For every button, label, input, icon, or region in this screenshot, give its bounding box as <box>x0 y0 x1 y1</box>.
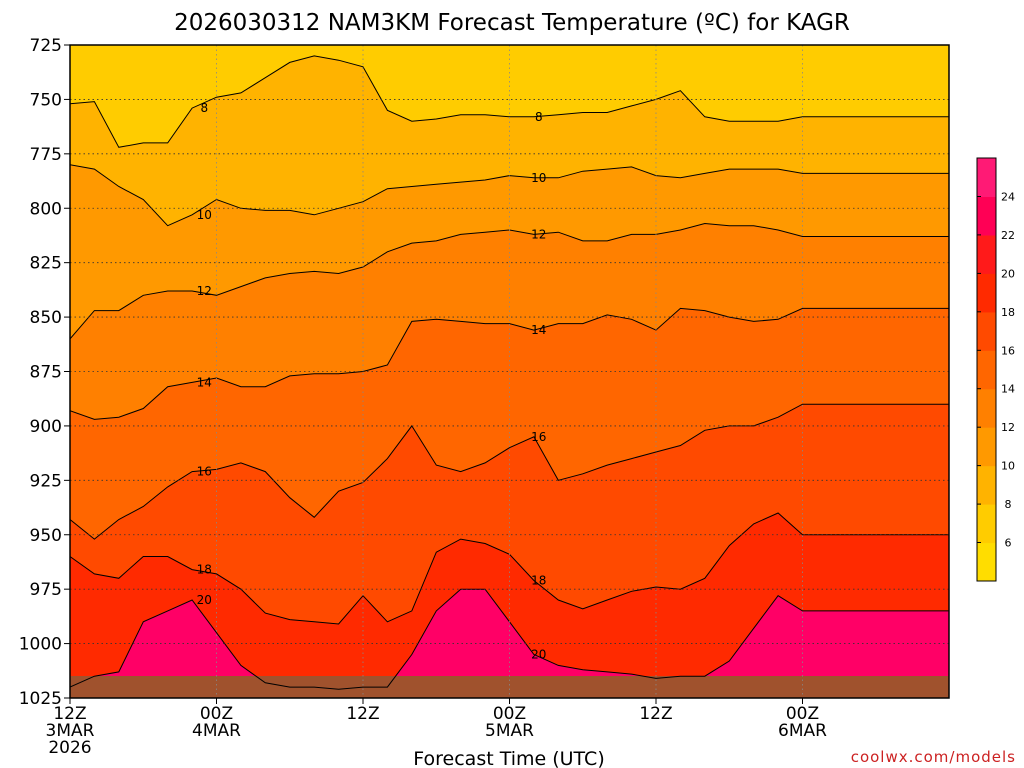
x-axis-label: Forecast Time (UTC) <box>413 748 604 768</box>
colorbar-tick-label: 8 <box>1005 498 1012 511</box>
x-tick-label: 6MAR <box>778 721 827 741</box>
x-tick-label: 5MAR <box>485 721 534 741</box>
contour-label-14: 14 <box>197 375 212 389</box>
y-tick-label: 1025 <box>19 689 62 709</box>
contour-label-8: 8 <box>535 110 543 124</box>
colorbar-tick-label: 14 <box>1001 383 1015 396</box>
colorbar-tick-label: 6 <box>1005 537 1012 550</box>
y-tick-label: 1000 <box>19 635 62 655</box>
isotherm-20 <box>70 588 949 690</box>
y-tick-label: 750 <box>30 90 62 110</box>
x-tick-label: 4MAR <box>192 721 241 741</box>
contour-label-18: 18 <box>531 574 546 588</box>
contour-label-10: 10 <box>197 208 212 222</box>
contour-label-12: 12 <box>197 284 212 298</box>
colorbar-tick-label: 24 <box>1001 191 1015 204</box>
colorbar-swatch-4 <box>977 542 996 582</box>
y-tick-label: 825 <box>30 254 62 274</box>
contour-label-20: 20 <box>531 648 546 662</box>
contour-label-8: 8 <box>200 101 208 115</box>
colorbar-tick-label: 16 <box>1001 344 1015 357</box>
y-tick-label: 800 <box>30 199 62 219</box>
ground-surface-band <box>70 676 949 698</box>
colorbar-legend: 6 8 10 12 14 16 18 20 22 24 <box>976 157 1015 582</box>
y-tick-label: 850 <box>30 308 62 328</box>
x-tick-label: 00Z <box>200 704 233 724</box>
y-tick-label: 925 <box>30 471 62 491</box>
colorbar-swatch-22 <box>977 196 996 236</box>
colorbar-swatch-24 <box>977 158 996 197</box>
x-tick-label: 2026 <box>48 738 91 758</box>
isotherm-14 <box>70 307 949 420</box>
colorbar-swatch-12 <box>977 388 996 428</box>
isotherm-contours <box>70 55 949 690</box>
colorbar-tick-label: 18 <box>1001 306 1015 319</box>
y-tick-label: 900 <box>30 417 62 437</box>
y-tick-label: 950 <box>30 526 62 546</box>
fill-band-above-18 <box>70 513 949 698</box>
isotherm-18 <box>70 512 949 625</box>
y-tick-label: 975 <box>30 580 62 600</box>
colorbar-tick-label: 12 <box>1001 421 1015 434</box>
colorbar-frame <box>976 157 997 582</box>
colorbar-tick-label: 22 <box>1001 229 1015 242</box>
isotherm-8 <box>70 55 949 148</box>
x-tick-label: 3MAR <box>46 721 95 741</box>
colorbar-swatch-10 <box>977 427 996 467</box>
contour-label-20: 20 <box>197 593 212 607</box>
colorbar-swatch-14 <box>977 350 996 390</box>
colorbar-tick-label: 10 <box>1001 460 1015 473</box>
x-tick-label: 00Z <box>493 704 526 724</box>
contour-label-12: 12 <box>531 227 546 241</box>
colorbar-swatch-8 <box>977 465 996 505</box>
contour-label-16: 16 <box>197 465 212 479</box>
source-credit: coolwx.com/models <box>851 748 1016 766</box>
isotherm-10 <box>70 164 949 227</box>
isotherm-16 <box>70 403 949 540</box>
pressure-axis: 725 750 775 800 825 850 875 900 925 950 975 1000 102… <box>19 36 70 709</box>
isotherm-12 <box>70 222 949 340</box>
colorbar-swatch-18 <box>977 273 996 313</box>
contour-label-10: 10 <box>531 171 546 185</box>
x-tick-label: 00Z <box>786 704 819 724</box>
y-tick-label: 775 <box>30 145 62 165</box>
x-tick-label: 12Z <box>346 704 379 724</box>
contour-labels: 8 8 10 10 12 12 14 14 16 16 18 18 20 20 <box>197 101 547 661</box>
x-tick-label: 12Z <box>53 704 86 724</box>
contour-label-14: 14 <box>531 323 546 337</box>
y-tick-label: 875 <box>30 363 62 383</box>
colorbar-swatch-6 <box>977 504 996 544</box>
colorbar-swatch-16 <box>977 311 996 351</box>
y-tick-label: 725 <box>30 36 62 56</box>
contour-label-16: 16 <box>531 430 546 444</box>
contour-label-18: 18 <box>197 563 212 577</box>
x-tick-label: 12Z <box>639 704 672 724</box>
chart-title: 2026030312 NAM3KM Forecast Temperature (… <box>174 10 850 36</box>
colorbar-swatch-20 <box>977 234 996 274</box>
colorbar-tick-label: 20 <box>1001 267 1015 280</box>
